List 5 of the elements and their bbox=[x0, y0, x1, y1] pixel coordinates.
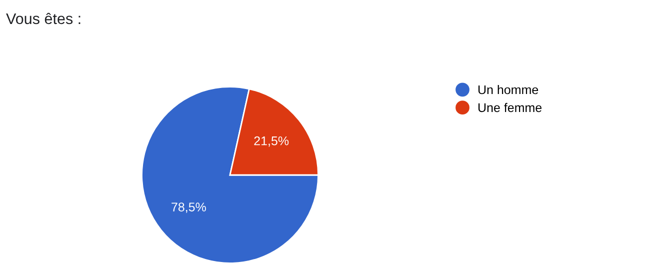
legend-label: Une femme bbox=[478, 102, 542, 112]
chart-title: Vous êtes : bbox=[6, 12, 80, 24]
legend-label: Un homme bbox=[478, 85, 538, 94]
data-label: 78,5% bbox=[172, 202, 206, 213]
data-label: 21,5% bbox=[254, 136, 289, 147]
